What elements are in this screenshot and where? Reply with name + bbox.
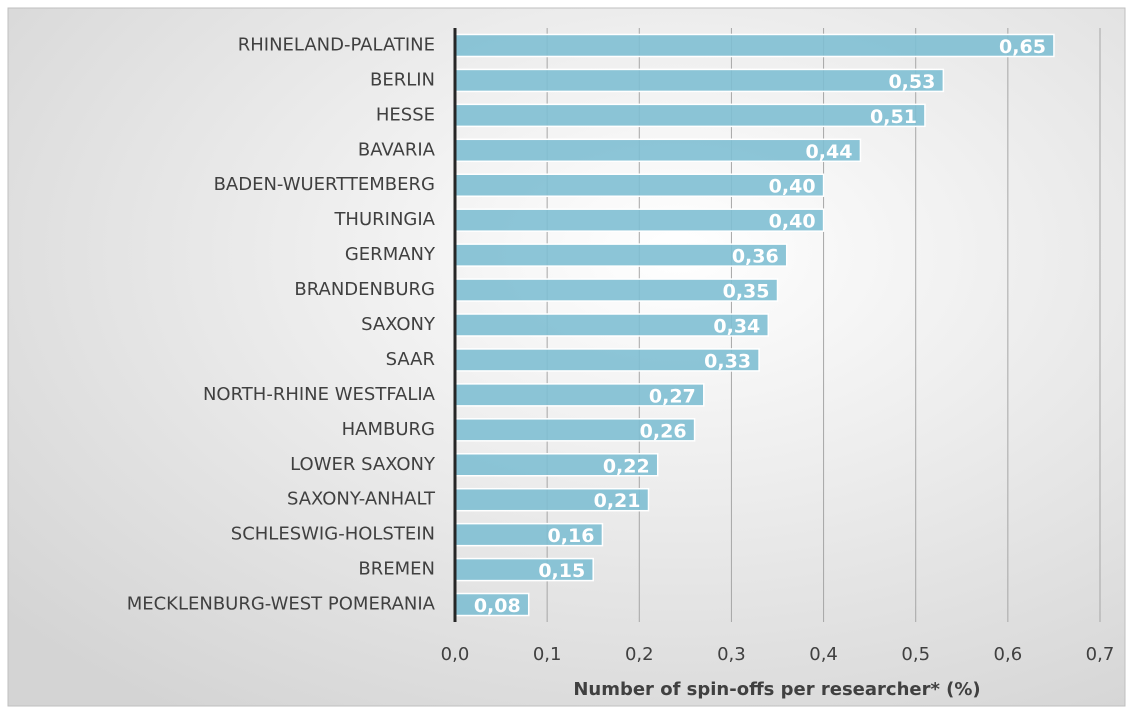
data-label: 0,34 <box>713 316 760 338</box>
y-tick-label: LOWER SAXONY <box>290 454 436 475</box>
data-label: 0,40 <box>769 176 816 198</box>
y-tick-label: HAMBURG <box>342 419 435 440</box>
data-label: 0,26 <box>640 420 687 442</box>
y-tick-label: NORTH-RHINE WESTFALIA <box>203 384 436 405</box>
y-tick-label: THURINGIA <box>333 209 435 230</box>
x-tick-label: 0,0 <box>441 644 470 665</box>
y-tick-label: SCHLESWIG-HOLSTEIN <box>231 524 435 545</box>
data-label: 0,21 <box>594 490 641 512</box>
y-tick-label: MECKLENBURG-WEST POMERANIA <box>127 594 436 615</box>
x-axis-title: Number of spin-offs per researcher* (%) <box>573 679 980 700</box>
y-tick-label: BERLIN <box>370 69 435 90</box>
x-tick-label: 0,2 <box>625 644 654 665</box>
x-tick-label: 0,1 <box>533 644 562 665</box>
data-label: 0,22 <box>603 455 650 477</box>
bar <box>454 138 862 163</box>
y-tick-label: HESSE <box>376 104 435 125</box>
data-label: 0,08 <box>474 595 521 617</box>
data-label: 0,27 <box>649 385 696 407</box>
x-tick-label: 0,3 <box>717 644 746 665</box>
x-tick-label: 0,7 <box>1086 644 1115 665</box>
y-tick-label: BADEN-WUERTTEMBERG <box>214 174 435 195</box>
y-tick-label: SAAR <box>386 349 435 370</box>
bar <box>454 103 926 128</box>
y-tick-label: RHINELAND-PALATINE <box>238 34 435 55</box>
data-label: 0,36 <box>732 246 779 268</box>
x-tick-label: 0,5 <box>901 644 930 665</box>
y-tick-label: GERMANY <box>345 244 436 265</box>
x-tick-label: 0,6 <box>994 644 1023 665</box>
data-label: 0,35 <box>723 281 770 303</box>
data-label: 0,40 <box>769 211 816 233</box>
y-tick-label: SAXONY-ANHALT <box>287 489 436 510</box>
data-label: 0,15 <box>538 560 585 582</box>
x-tick-label: 0,4 <box>809 644 838 665</box>
y-tick-label: BRANDENBURG <box>294 279 435 300</box>
data-label: 0,44 <box>806 141 853 163</box>
data-label: 0,16 <box>548 525 595 547</box>
y-tick-label: BAVARIA <box>358 139 436 160</box>
data-label: 0,53 <box>888 71 935 93</box>
data-label: 0,33 <box>704 350 751 372</box>
data-label: 0,65 <box>999 36 1046 58</box>
bar <box>454 33 1055 58</box>
y-tick-label: BREMEN <box>358 559 435 580</box>
bar <box>454 68 945 93</box>
y-tick-label: SAXONY <box>361 314 436 335</box>
data-label: 0,51 <box>870 106 917 128</box>
